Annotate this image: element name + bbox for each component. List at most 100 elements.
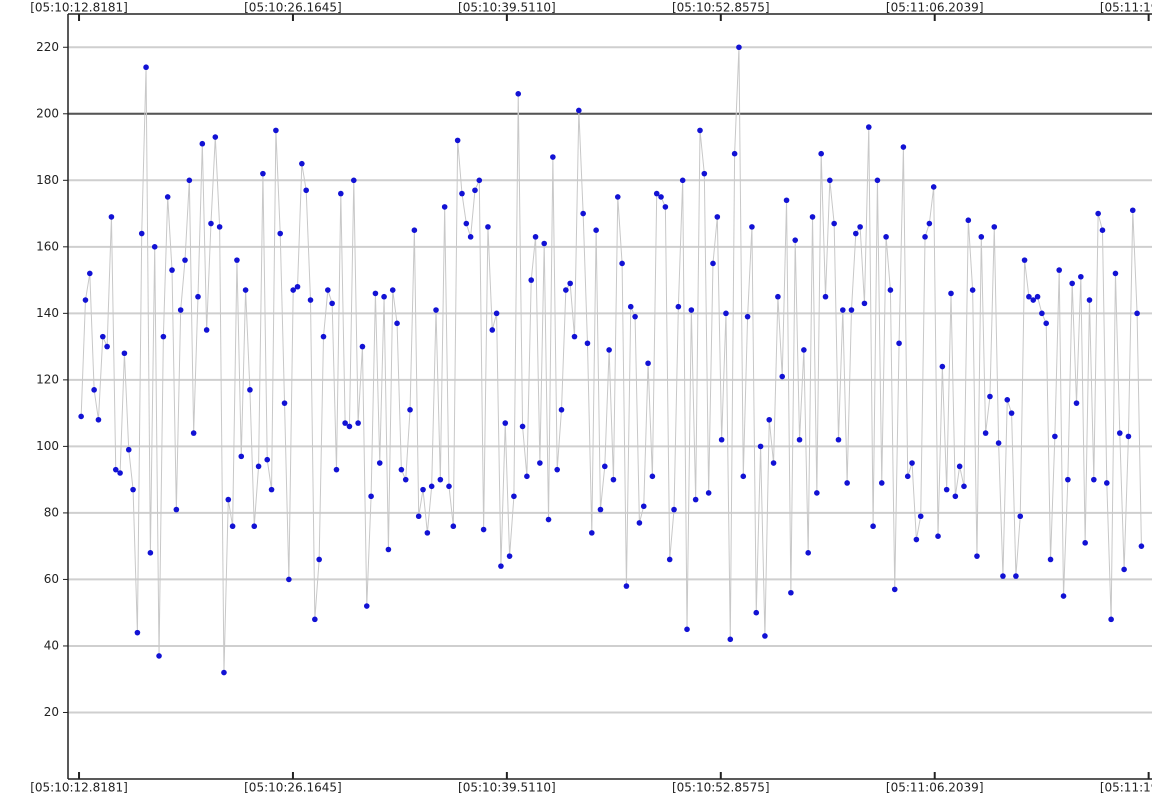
data-point	[415, 513, 422, 520]
series-line	[80, 47, 1142, 673]
data-point	[169, 267, 175, 273]
data-point	[277, 230, 284, 237]
data-point	[861, 300, 868, 307]
data-point	[865, 124, 872, 130]
data-point	[688, 307, 695, 313]
data-point	[1013, 573, 1019, 579]
data-point	[809, 214, 816, 220]
data-point	[381, 293, 387, 300]
data-point	[956, 463, 963, 470]
data-point	[563, 287, 569, 293]
data-point	[614, 194, 621, 200]
data-point	[852, 230, 859, 237]
data-point	[541, 240, 548, 247]
data-point	[1121, 566, 1127, 573]
data-point	[485, 224, 491, 230]
data-point	[982, 430, 989, 436]
data-point	[584, 340, 591, 347]
data-point	[104, 343, 110, 350]
data-point	[952, 493, 959, 500]
data-point	[480, 526, 487, 533]
data-point	[1000, 573, 1006, 579]
data-point	[286, 576, 292, 583]
data-point	[299, 160, 305, 167]
data-point	[666, 556, 673, 563]
data-point	[550, 154, 556, 160]
data-point	[151, 244, 158, 250]
x-tick-label-bottom: [05:10:52.8575]	[672, 781, 770, 795]
data-point	[848, 307, 855, 313]
data-point	[576, 107, 582, 114]
data-point	[1095, 210, 1101, 217]
data-point	[917, 513, 924, 520]
data-point	[190, 430, 197, 436]
data-point	[320, 333, 327, 340]
data-point	[398, 466, 405, 473]
data-point	[489, 327, 496, 333]
data-point	[117, 470, 123, 476]
data-point	[502, 420, 509, 426]
data-point	[346, 423, 353, 430]
data-point	[567, 280, 573, 287]
data-point	[974, 553, 980, 559]
data-point	[1039, 310, 1045, 317]
data-point	[316, 556, 322, 563]
data-point	[589, 530, 595, 536]
data-point	[238, 453, 245, 460]
data-point	[796, 436, 803, 443]
data-point	[597, 506, 604, 513]
data-point	[385, 546, 392, 553]
data-point	[978, 234, 985, 240]
data-point	[312, 616, 318, 623]
data-point	[428, 483, 435, 490]
data-point	[511, 493, 517, 500]
data-point	[212, 134, 219, 140]
data-point	[935, 533, 941, 539]
data-point	[770, 460, 777, 466]
data-point	[394, 320, 400, 327]
data-point	[558, 407, 565, 413]
data-point	[900, 144, 907, 150]
data-point	[420, 486, 426, 493]
data-point	[411, 227, 418, 233]
data-point	[961, 483, 967, 490]
data-point	[156, 653, 162, 659]
data-point	[338, 190, 344, 197]
x-tick-label-top: [05:10:39.5110]	[458, 1, 556, 15]
data-point	[1052, 433, 1058, 440]
data-point	[121, 350, 128, 357]
data-point	[355, 420, 361, 426]
data-point	[260, 170, 266, 177]
data-point	[459, 190, 465, 197]
data-point	[969, 287, 976, 293]
data-point	[130, 486, 136, 493]
data-point	[476, 177, 483, 184]
data-point	[783, 197, 790, 204]
data-point	[134, 629, 141, 636]
x-tick-label-top: [05:10:26.1645]	[244, 1, 342, 15]
data-point	[446, 483, 452, 490]
data-point	[532, 234, 539, 240]
y-tick-label: 140	[36, 306, 59, 320]
data-point	[822, 293, 829, 300]
data-point	[472, 187, 478, 194]
data-point	[1116, 430, 1123, 436]
data-point	[878, 480, 885, 486]
data-point	[995, 440, 1002, 446]
data-point	[363, 603, 370, 609]
data-point	[731, 150, 738, 157]
data-point	[294, 283, 301, 290]
data-point	[242, 287, 249, 293]
data-point	[1129, 207, 1136, 214]
data-point	[147, 550, 154, 556]
data-point	[766, 416, 773, 423]
x-tick-label-bottom: [05:10:39.5110]	[458, 781, 556, 795]
data-point	[372, 290, 379, 297]
data-point	[433, 307, 439, 313]
data-point	[1008, 410, 1015, 416]
data-point	[627, 303, 634, 310]
data-point	[753, 609, 760, 616]
x-tick-label-bottom: [05:10:26.1645]	[244, 781, 342, 795]
data-point	[1138, 543, 1145, 549]
